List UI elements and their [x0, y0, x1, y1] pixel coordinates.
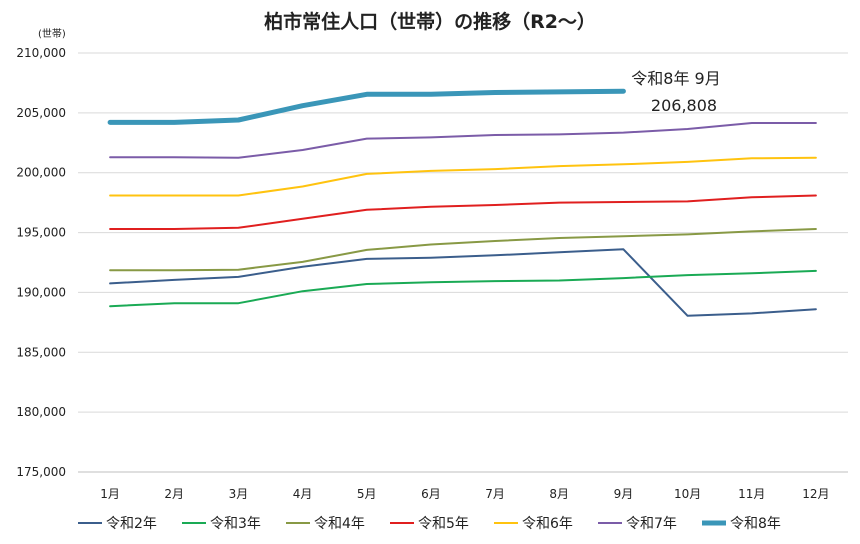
- legend-label: 令和7年: [626, 516, 677, 532]
- x-tick-label: 7月: [485, 487, 505, 501]
- series-line-6: [109, 122, 817, 159]
- y-tick-label: 190,000: [16, 285, 66, 299]
- legend-label: 令和4年: [314, 516, 365, 532]
- x-tick-label: 9月: [614, 487, 634, 501]
- x-axis-ticks: 1月 2月 3月 4月 5月 6月 7月 8月 9月 10月 11月 12月: [100, 487, 829, 501]
- legend-label: 令和8年: [730, 516, 781, 532]
- y-tick-label: 205,000: [16, 106, 66, 120]
- series-line-4: [109, 194, 817, 230]
- series-line-2: [109, 269, 817, 308]
- unit-label: (世帯): [38, 27, 66, 40]
- x-tick-label: 3月: [229, 487, 249, 501]
- series-lines: [107, 88, 817, 317]
- annotation-line1: 令和8年 9月: [631, 69, 720, 88]
- legend-label: 令和3年: [210, 516, 261, 532]
- y-tick-label: 210,000: [16, 46, 66, 60]
- y-axis-ticks: 175,000 180,000 185,000 190,000 195,000 200,0…: [16, 46, 66, 479]
- y-tick-label: 200,000: [16, 166, 66, 180]
- y-tick-label: 180,000: [16, 405, 66, 419]
- x-tick-label: 4月: [293, 487, 313, 501]
- y-tick-label: 185,000: [16, 345, 66, 359]
- annotation-line2: 206,808: [651, 96, 717, 115]
- x-tick-label: 8月: [549, 487, 569, 501]
- gridlines: [78, 52, 848, 473]
- x-tick-label: 10月: [674, 487, 701, 501]
- legend-label: 令和2年: [106, 516, 157, 532]
- x-tick-label: 12月: [802, 487, 829, 501]
- x-tick-label: 6月: [421, 487, 441, 501]
- y-tick-label: 175,000: [16, 465, 66, 479]
- series-line-3: [109, 228, 817, 272]
- x-tick-label: 5月: [357, 487, 377, 501]
- series-line-1: [109, 248, 817, 317]
- legend: 令和2年 令和3年 令和4年 令和5年 令和6年 令和7年 令和8年: [78, 516, 781, 532]
- legend-label: 令和5年: [418, 516, 469, 532]
- x-tick-label: 11月: [738, 487, 765, 501]
- series-line-5: [109, 156, 817, 197]
- x-tick-label: 2月: [164, 487, 184, 501]
- chart-title: 柏市常住人口（世帯）の推移（R2～）: [264, 10, 596, 33]
- x-tick-label: 1月: [100, 487, 120, 501]
- y-tick-label: 195,000: [16, 226, 66, 240]
- series-line-7: [107, 88, 626, 125]
- legend-label: 令和6年: [522, 516, 573, 532]
